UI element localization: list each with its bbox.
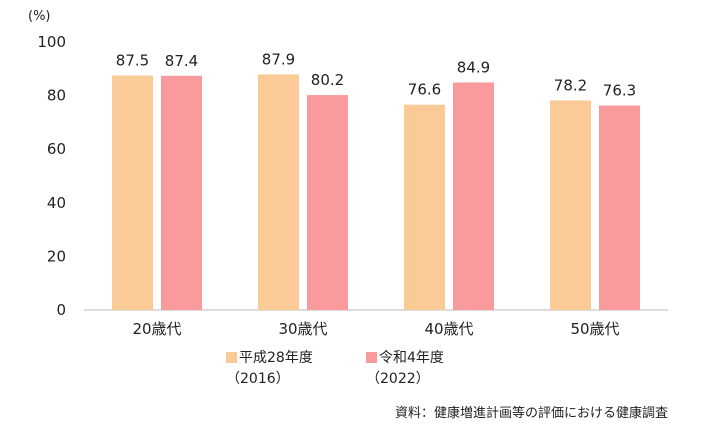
legend-sublabel-series-2: （2022） [366,371,430,387]
data-label: 87.5 [116,52,149,70]
legend: 平成28年度 （2016） 令和4年度 （2022） [226,350,444,387]
y-tick-label: 60 [47,140,66,158]
y-axis-unit-label: (%) [28,9,51,24]
y-tick-label: 20 [47,247,66,265]
y-tick-label: 80 [47,87,66,105]
legend-swatch-series-1 [226,352,237,363]
legend-swatch-series-2 [366,352,377,363]
category-label: 50歳代 [570,320,619,338]
y-tick-label: 40 [47,194,66,212]
bar-50歳代-series-2 [599,105,640,311]
bar-40歳代-series-1 [404,104,445,310]
bar-20歳代-series-1 [112,75,153,310]
bar-40歳代-series-2 [453,82,494,310]
category-labels: 20歳代 30歳代 40歳代 50歳代 [132,320,619,338]
y-tick-label: 100 [37,33,66,51]
y-tick-label: 0 [56,301,66,319]
y-axis-ticks: 0 20 40 60 80 100 [37,33,66,319]
source-note: 資料：健康増進計画等の評価における健康調査 [395,405,668,421]
category-label: 40歳代 [424,320,473,338]
data-label: 87.9 [262,50,295,68]
category-label: 30歳代 [278,320,327,338]
legend-label-series-1: 平成28年度 [239,350,313,366]
data-label: 76.3 [603,82,636,100]
bar-30歳代-series-1 [258,74,299,310]
category-label: 20歳代 [132,320,181,338]
data-label: 76.6 [408,81,441,99]
bar-30歳代-series-2 [307,95,348,311]
data-labels: 87.5 87.4 87.9 80.2 76.6 84.9 78.2 76.3 [116,50,636,99]
legend-sublabel-series-1: （2016） [226,371,290,387]
bar-50歳代-series-1 [550,100,591,310]
data-label: 78.2 [554,76,587,94]
data-label: 80.2 [311,71,344,89]
data-label: 87.4 [165,52,198,70]
data-label: 84.9 [457,58,490,76]
bars [112,74,640,311]
bar-20歳代-series-2 [161,75,202,310]
legend-label-series-2: 令和4年度 [379,350,444,366]
